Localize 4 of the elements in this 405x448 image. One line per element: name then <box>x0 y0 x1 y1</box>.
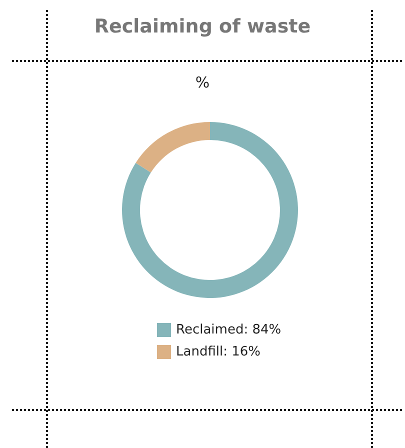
chart-subtitle: % <box>195 74 210 92</box>
legend-label: Landfill: 16% <box>176 344 261 360</box>
chart-title: Reclaiming of waste <box>94 16 311 38</box>
legend-label: Reclaimed: 84% <box>176 322 282 338</box>
